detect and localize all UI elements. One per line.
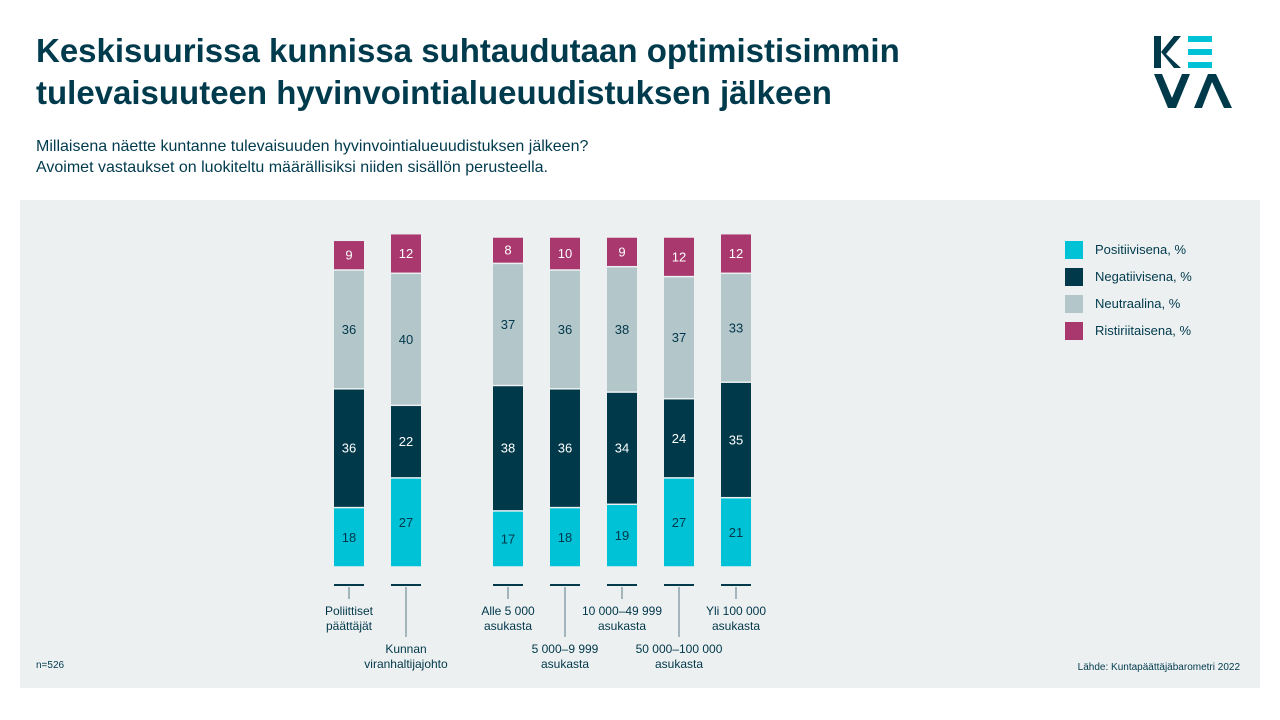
- legend-item-mixed: Ristiriitaisena, %: [1065, 317, 1192, 344]
- category-label: 10 000–49 999: [582, 604, 662, 618]
- bar-segment-positive: [664, 478, 694, 567]
- category-label: asukasta: [541, 657, 589, 671]
- bar-segment-mixed: [721, 234, 751, 273]
- bar-segment-positive: [550, 508, 580, 567]
- bar-segment-neutral: [334, 270, 364, 389]
- legend-swatch-neutral: [1065, 294, 1083, 313]
- category-label: 5 000–9 999: [532, 642, 599, 656]
- data-label-positive: 18: [558, 530, 572, 545]
- data-label-positive: 21: [729, 525, 743, 540]
- bar-segment-neutral: [391, 274, 421, 405]
- category-label: asukasta: [598, 619, 646, 633]
- data-label-negative: 35: [729, 432, 743, 447]
- bar-segment-positive: [391, 478, 421, 567]
- category-label: Yli 100 000: [706, 604, 766, 618]
- title-line-1: Keskisuurissa kunnissa suhtaudutaan opti…: [36, 32, 900, 69]
- bar-segment-mixed: [334, 241, 364, 270]
- category-label: 50 000–100 000: [636, 642, 723, 656]
- keva-logo: [1154, 36, 1232, 108]
- bar-segment-mixed: [493, 237, 523, 263]
- data-label-neutral: 38: [615, 322, 629, 337]
- bar-segment-negative: [493, 386, 523, 511]
- data-label-positive: 27: [399, 515, 413, 530]
- data-label-neutral: 40: [399, 332, 413, 347]
- data-label-neutral: 33: [729, 320, 743, 335]
- data-label-negative: 22: [399, 434, 413, 449]
- bar-segment-negative: [664, 399, 694, 478]
- data-label-negative: 34: [615, 441, 629, 456]
- data-label-negative: 38: [501, 441, 515, 456]
- source-note: Lähde: Kuntapäättäjäbarometri 2022: [1077, 662, 1240, 673]
- subtitle-line-2: Avoimet vastaukset on luokiteltu määräll…: [36, 159, 548, 176]
- legend-item-negative: Negatiivisena, %: [1065, 263, 1192, 290]
- category-label: viranhaltijajohto: [364, 657, 448, 671]
- legend-label-mixed: Ristiriitaisena, %: [1095, 323, 1192, 338]
- data-label-positive: 18: [342, 530, 356, 545]
- bar-segment-negative: [334, 389, 364, 507]
- bar-segment-positive: [493, 511, 523, 567]
- data-label-neutral: 36: [558, 322, 572, 337]
- data-label-mixed: 8: [504, 243, 511, 258]
- legend-item-positive: Positiivisena, %: [1065, 236, 1192, 263]
- subtitle-line-1: Millaisena näette kuntanne tulevaisuuden…: [36, 138, 589, 155]
- category-label: asukasta: [712, 619, 760, 633]
- data-label-mixed: 10: [558, 246, 572, 261]
- data-label-negative: 24: [672, 431, 686, 446]
- bar-segment-negative: [550, 389, 580, 507]
- chart-panel: 18 36 36 9 Poliittiset päättäjät 27 22 40 12 Kunna…: [20, 200, 1260, 688]
- legend: Positiivisena, % Negatiivisena, % Neutra…: [1065, 236, 1192, 344]
- bar-segment-negative: [391, 406, 421, 478]
- data-label-negative: 36: [558, 441, 572, 456]
- bar-segment-mixed: [550, 237, 580, 270]
- sample-size-note: n=526: [36, 660, 65, 671]
- page-title: Keskisuurissa kunnissa suhtaudutaan opti…: [36, 30, 1116, 114]
- bar-segment-positive: [334, 508, 364, 567]
- data-label-neutral: 37: [501, 317, 515, 332]
- data-label-mixed: 9: [618, 244, 625, 259]
- category-label: Kunnan: [385, 642, 426, 656]
- bar-segment-neutral: [550, 270, 580, 389]
- data-label-positive: 19: [615, 528, 629, 543]
- page-subtitle: Millaisena näette kuntanne tulevaisuuden…: [36, 136, 936, 178]
- category-label: Alle 5 000: [481, 604, 535, 618]
- data-label-neutral: 36: [342, 322, 356, 337]
- data-label-positive: 27: [672, 515, 686, 530]
- data-label-neutral: 37: [672, 330, 686, 345]
- data-label-positive: 17: [501, 531, 515, 546]
- data-label-mixed: 12: [399, 246, 413, 261]
- legend-swatch-negative: [1065, 267, 1083, 286]
- legend-label-neutral: Neutraalina, %: [1095, 296, 1181, 311]
- bar-segment-neutral: [607, 267, 637, 392]
- bar-segment-positive: [607, 505, 637, 567]
- bar-segment-mixed: [391, 234, 421, 273]
- category-label: Poliittiset: [325, 604, 374, 618]
- legend-swatch-mixed: [1065, 321, 1083, 340]
- data-label-mixed: 12: [729, 246, 743, 261]
- category-label: asukasta: [484, 619, 532, 633]
- data-label-mixed: 12: [672, 249, 686, 264]
- legend-swatch-positive: [1065, 240, 1083, 259]
- bar-segment-neutral: [664, 277, 694, 398]
- title-line-2: tulevaisuuteen hyvinvointialueuudistukse…: [36, 74, 832, 111]
- legend-label-negative: Negatiivisena, %: [1095, 269, 1192, 284]
- bar-segment-neutral: [721, 274, 751, 382]
- legend-label-positive: Positiivisena, %: [1095, 242, 1187, 257]
- data-label-negative: 36: [342, 441, 356, 456]
- bar-segment-mixed: [664, 237, 694, 276]
- category-label: päättäjät: [326, 619, 373, 633]
- bar-segment-negative: [607, 392, 637, 504]
- data-label-mixed: 9: [345, 248, 352, 263]
- bar-segment-neutral: [493, 264, 523, 385]
- legend-item-neutral: Neutraalina, %: [1065, 290, 1192, 317]
- bar-segment-negative: [721, 382, 751, 497]
- category-label: asukasta: [655, 657, 703, 671]
- bar-segment-positive: [721, 498, 751, 567]
- bar-segment-mixed: [607, 237, 637, 266]
